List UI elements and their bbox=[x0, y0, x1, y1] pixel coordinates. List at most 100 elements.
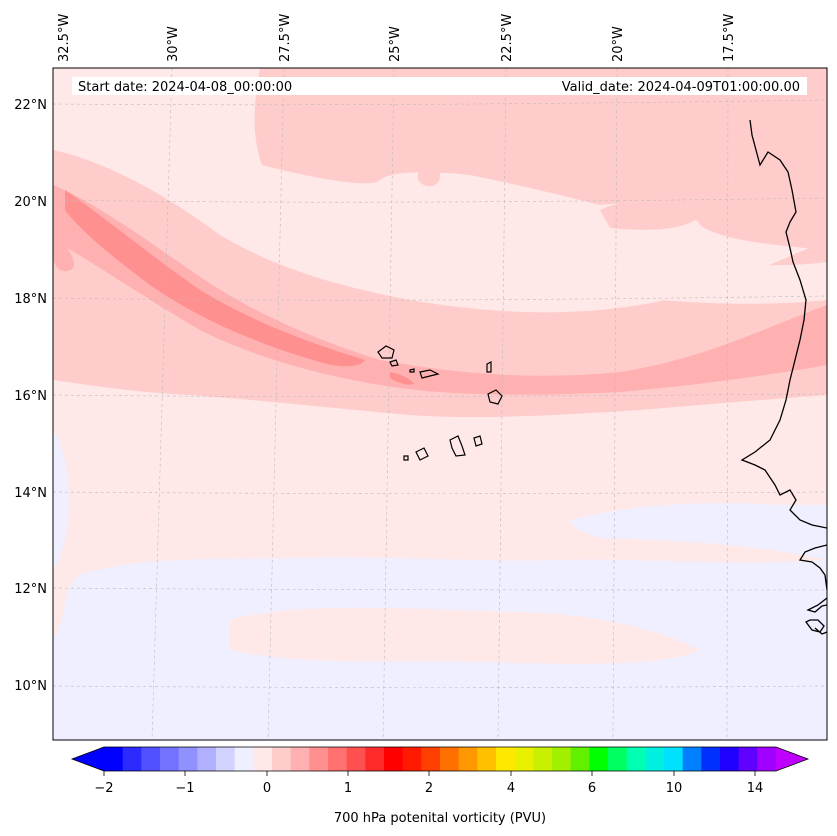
valid-date-label: Valid_date: 2024-04-09T01:00:00.00 bbox=[562, 80, 800, 95]
island-santa-luzia bbox=[409, 368, 415, 373]
colorbar-cell bbox=[328, 747, 348, 771]
longitude-labels: 32.5°W 30°W 27.5°W 25°W 22.5°W 20°W 17.5… bbox=[57, 14, 737, 62]
lat-label: 10°N bbox=[14, 679, 47, 694]
pv-north-band-light bbox=[254, 68, 827, 250]
lat-label: 22°N bbox=[14, 98, 47, 113]
lat-label: 20°N bbox=[14, 195, 47, 210]
colorbar-cell bbox=[384, 747, 404, 771]
colorbar: −2 −1 0 1 2 4 6 10 14 700 hPa potenital … bbox=[70, 746, 810, 826]
colorbar-cell bbox=[533, 747, 553, 771]
colorbar-cell bbox=[645, 747, 665, 771]
lat-label: 16°N bbox=[14, 389, 47, 404]
lon-label: 30°W bbox=[166, 26, 181, 62]
island-santo-antao bbox=[377, 345, 395, 359]
africa-coastline bbox=[740, 119, 827, 529]
pv-positive-patch-south bbox=[230, 607, 700, 664]
island-maio bbox=[473, 435, 483, 447]
coastline-south bbox=[798, 544, 827, 591]
colorbar-cell bbox=[608, 747, 628, 771]
colorbar-cell bbox=[701, 747, 721, 771]
colorbar-over-arrow bbox=[776, 747, 808, 771]
colorbar-cell bbox=[253, 747, 273, 771]
colorbar-cell bbox=[272, 747, 292, 771]
cape-verde-islands bbox=[377, 345, 503, 461]
colorbar-cells bbox=[104, 747, 777, 771]
colorbar-tick-label: 10 bbox=[666, 781, 683, 796]
coastline-guinea bbox=[805, 597, 827, 635]
colorbar-cell bbox=[122, 747, 142, 771]
colorbar-tick-label: 14 bbox=[747, 781, 764, 796]
colorbar-cell bbox=[346, 747, 366, 771]
colorbar-cell bbox=[626, 747, 646, 771]
lon-label: 27.5°W bbox=[278, 14, 293, 62]
colorbar-cell bbox=[664, 747, 684, 771]
pv-negative-region-east bbox=[570, 503, 827, 560]
map-frame bbox=[52, 67, 828, 741]
colorbar-tick-label: 6 bbox=[588, 781, 596, 796]
colorbar-cell bbox=[290, 747, 310, 771]
colorbar-title: 700 hPa potenital vorticity (PVU) bbox=[334, 811, 546, 826]
lon-label: 22.5°W bbox=[500, 14, 515, 62]
colorbar-tick-label: −1 bbox=[175, 781, 194, 796]
pv-small-patch bbox=[418, 163, 440, 187]
colorbar-cell bbox=[458, 747, 478, 771]
colorbar-cell bbox=[197, 747, 217, 771]
pv-band-core-east bbox=[390, 372, 414, 385]
colorbar-cell bbox=[141, 747, 161, 771]
island-fogo bbox=[415, 447, 429, 461]
island-sao-nicolau bbox=[419, 369, 440, 379]
island-sal bbox=[486, 361, 492, 373]
colorbar-cell bbox=[104, 747, 124, 771]
latitude-labels: 22°N 20°N 18°N 16°N 14°N 12°N 10°N bbox=[14, 98, 47, 694]
colorbar-cell bbox=[682, 747, 702, 771]
colorbar-cell bbox=[570, 747, 590, 771]
colorbar-cell bbox=[234, 747, 254, 771]
colorbar-under-arrow bbox=[72, 747, 104, 771]
colorbar-cell bbox=[552, 747, 572, 771]
pv-west-patch-mid bbox=[53, 230, 74, 272]
colorbar-tick-label: 2 bbox=[425, 781, 433, 796]
lon-label: 25°W bbox=[388, 26, 403, 62]
colorbar-cell bbox=[440, 747, 460, 771]
colorbar-cell bbox=[514, 747, 534, 771]
colorbar-cell bbox=[178, 747, 198, 771]
pv-north-gap bbox=[380, 185, 827, 304]
lat-label: 14°N bbox=[14, 486, 47, 501]
pv-band-light bbox=[53, 150, 827, 418]
colorbar-cell bbox=[496, 747, 516, 771]
colorbar-cell bbox=[309, 747, 329, 771]
island-santiago bbox=[449, 435, 466, 457]
start-date-label: Start date: 2024-04-08_00:00:00 bbox=[78, 80, 292, 95]
island-boa-vista bbox=[487, 389, 503, 405]
colorbar-cell bbox=[365, 747, 385, 771]
colorbar-cell bbox=[738, 747, 758, 771]
pv-band-mid bbox=[53, 185, 827, 395]
lon-label: 20°W bbox=[611, 26, 626, 62]
colorbar-cell bbox=[589, 747, 609, 771]
colorbar-tick-label: 0 bbox=[263, 781, 271, 796]
info-banner bbox=[72, 77, 807, 95]
lon-label: 17.5°W bbox=[722, 14, 737, 62]
colorbar-ticks bbox=[103, 771, 756, 776]
colorbar-cell bbox=[421, 747, 441, 771]
lon-label: 32.5°W bbox=[57, 14, 72, 62]
island-brava bbox=[403, 455, 409, 461]
colorbar-cell bbox=[160, 747, 180, 771]
pv-east-patch-light bbox=[600, 200, 700, 230]
colorbar-tick-label: 1 bbox=[344, 781, 352, 796]
island-sao-vicente bbox=[389, 359, 399, 367]
colorbar-cell bbox=[720, 747, 740, 771]
colorbar-cell bbox=[216, 747, 236, 771]
colorbar-tick-label: −2 bbox=[94, 781, 113, 796]
coastline bbox=[740, 119, 827, 635]
colorbar-cell bbox=[477, 747, 497, 771]
colorbar-cell bbox=[402, 747, 422, 771]
colorbar-tick-label: 4 bbox=[507, 781, 515, 796]
graticule bbox=[53, 68, 827, 740]
lat-label: 18°N bbox=[14, 292, 47, 307]
map-panel: Start date: 2024-04-08_00:00:00 Valid_da… bbox=[53, 68, 827, 740]
colorbar-cell bbox=[757, 747, 777, 771]
pv-negative-region-west bbox=[53, 430, 69, 570]
lat-label: 12°N bbox=[14, 582, 47, 597]
